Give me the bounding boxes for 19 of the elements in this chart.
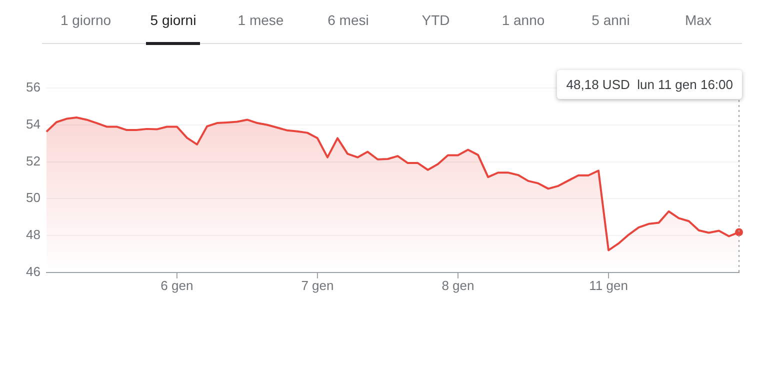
text: Max — [684, 11, 712, 30]
y-tick-label: 54 — [26, 116, 40, 132]
text: 1 mese — [236, 11, 285, 30]
y-tick-label: 56 — [26, 80, 40, 95]
x-tick-label: 7 gen — [301, 278, 334, 293]
x-tick-label: 8 gen — [442, 278, 474, 293]
text: 6 mesi — [326, 11, 370, 30]
y-tick-label: 50 — [26, 190, 40, 206]
text: YTD — [420, 11, 451, 30]
annotation: 48,18 USD lun 11 gen 16:00 — [557, 70, 742, 99]
y-tick-label: 46 — [26, 264, 40, 279]
text: 5 giorni — [130, 0, 217, 43]
y-tick-label: 48 — [26, 227, 40, 242]
text: 1 giorno — [59, 11, 112, 30]
text: 5 anni — [590, 11, 631, 30]
y-tick-label: 52 — [26, 153, 40, 168]
text: 1 anno — [500, 11, 546, 30]
x-tick-label: 6 gen — [160, 278, 194, 293]
x-tick-label: 11 gen — [589, 278, 628, 293]
